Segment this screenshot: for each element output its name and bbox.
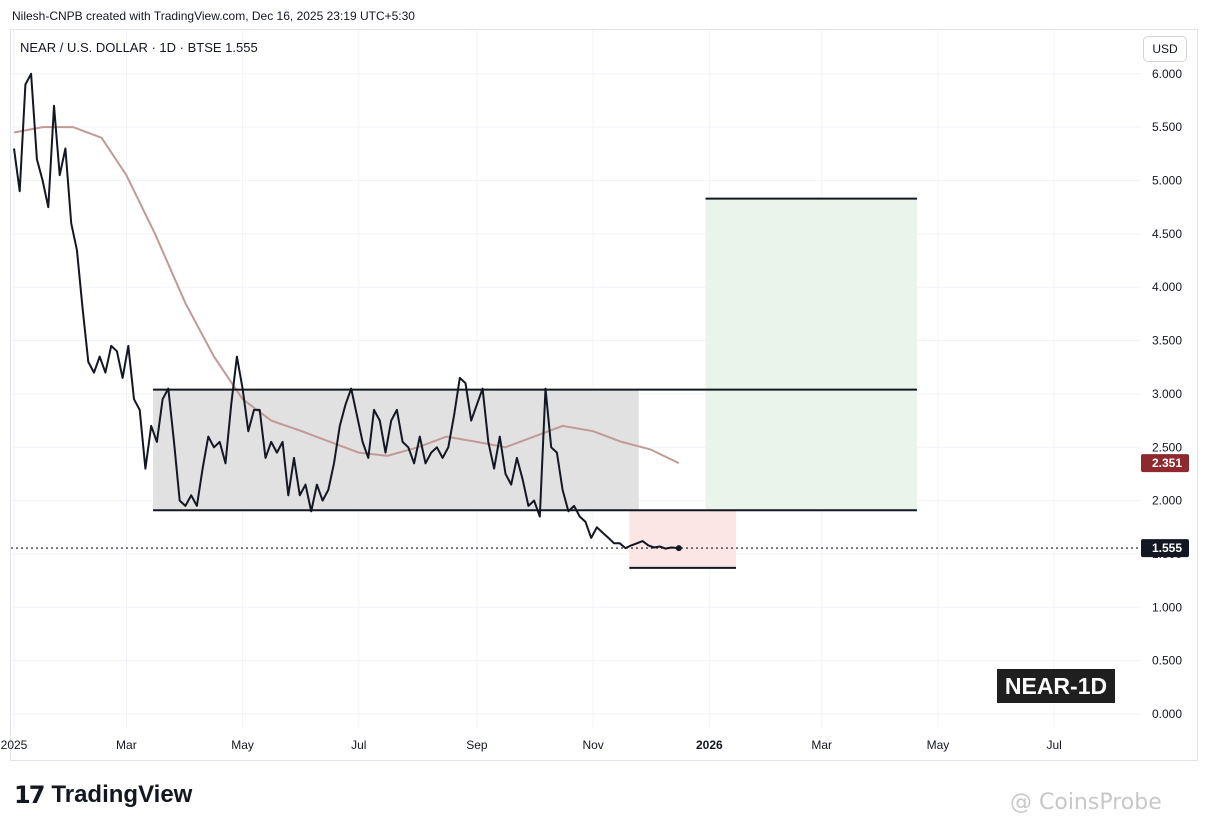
x-tick-label: May bbox=[927, 738, 950, 752]
annotation-zones bbox=[153, 198, 917, 568]
y-tick-label: 3.500 bbox=[1152, 334, 1182, 348]
x-axis: 2025 Mar May Jul Sep Nov 2026 Mar May Jul bbox=[1, 738, 1062, 752]
symbol-info: NEAR / U.S. DOLLAR · 1D · BTSE 1.555 bbox=[20, 40, 258, 55]
y-tick-label: 5.000 bbox=[1152, 174, 1182, 188]
currency-button[interactable]: USD bbox=[1143, 36, 1187, 62]
coinsprobe-watermark: @ CoinsProbe bbox=[1010, 790, 1162, 815]
x-tick-label: Mar bbox=[811, 738, 832, 752]
x-tick-label: 2025 bbox=[1, 738, 28, 752]
stop-zone bbox=[629, 510, 736, 568]
x-tick-label: 2026 bbox=[696, 738, 723, 752]
y-tick-label: 2.000 bbox=[1152, 494, 1182, 508]
x-tick-label: Nov bbox=[582, 738, 603, 752]
ma-value-badge: 2.351 bbox=[1152, 456, 1182, 470]
chart-label-group: NEAR-1D bbox=[997, 669, 1115, 703]
grid-lines bbox=[11, 30, 1140, 728]
price-badges: 2.351 1.555 bbox=[1141, 454, 1189, 558]
y-tick-label: 1.000 bbox=[1152, 600, 1182, 614]
last-price-dot bbox=[675, 545, 682, 552]
y-tick-label: 6.000 bbox=[1152, 67, 1182, 81]
y-tick-label: 4.500 bbox=[1152, 227, 1182, 241]
chart-credit: Nilesh-CNPB created with TradingView.com… bbox=[12, 9, 415, 23]
tradingview-logo-icon: 17 bbox=[14, 781, 45, 809]
x-tick-label: Jul bbox=[351, 738, 366, 752]
moving-average-line bbox=[13, 126, 680, 465]
y-tick-label: 3.000 bbox=[1152, 387, 1182, 401]
chart-label: NEAR-1D bbox=[1005, 673, 1107, 699]
x-tick-label: May bbox=[231, 738, 254, 752]
last-price-badge-bg bbox=[1141, 539, 1189, 558]
last-price-badge: 1.555 bbox=[1152, 541, 1182, 555]
y-tick-label: 2.500 bbox=[1152, 440, 1182, 454]
target-zone bbox=[705, 198, 917, 511]
series-lines bbox=[11, 72, 1140, 552]
chart-frame bbox=[10, 29, 1198, 761]
chart-label-bg bbox=[997, 669, 1115, 703]
y-tick-label: 4.000 bbox=[1152, 280, 1182, 294]
y-tick-label: 5.500 bbox=[1152, 120, 1182, 134]
x-tick-label: Sep bbox=[466, 738, 488, 752]
tradingview-logo[interactable]: 17 TradingView bbox=[14, 781, 192, 809]
tradingview-logo-text: TradingView bbox=[51, 781, 193, 808]
level-lines bbox=[153, 197, 917, 569]
y-axis: 6.000 5.500 5.000 4.500 4.000 3.500 3.000 2.500… bbox=[1152, 67, 1182, 721]
y-tick-label: 0.500 bbox=[1152, 654, 1182, 668]
x-tick-label: Jul bbox=[1046, 738, 1061, 752]
ma-value-badge-bg bbox=[1141, 454, 1189, 473]
x-tick-label: Mar bbox=[116, 738, 137, 752]
y-tick-label: 0.000 bbox=[1152, 707, 1182, 721]
price-line bbox=[13, 72, 679, 550]
